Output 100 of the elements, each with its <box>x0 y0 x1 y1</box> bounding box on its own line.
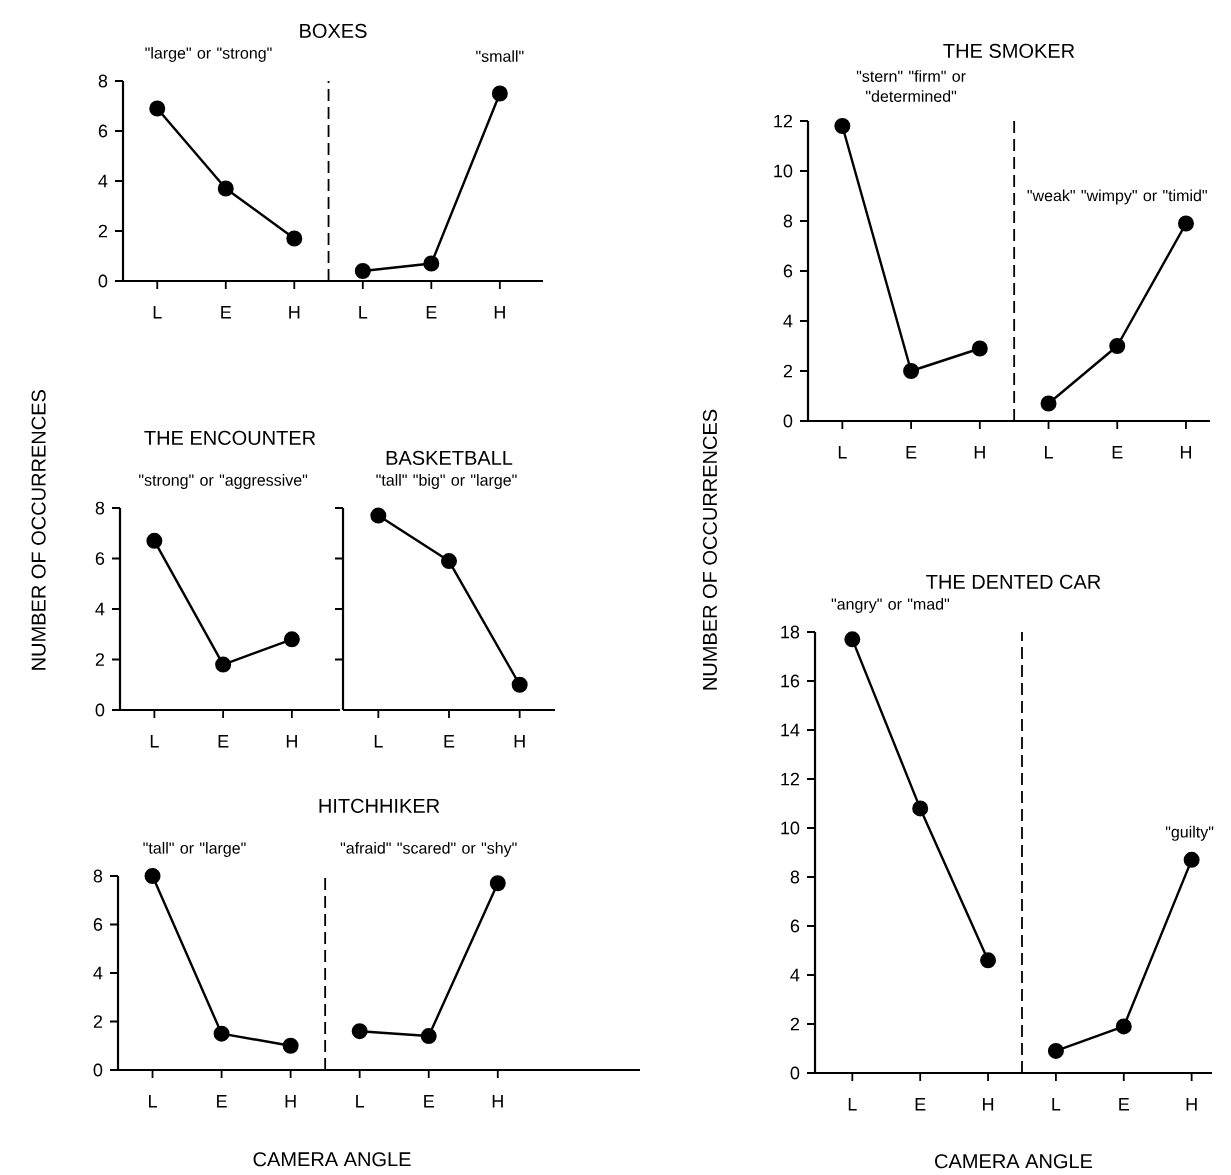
chart-title: THE DENTED CAR <box>926 574 1101 589</box>
text: "large" or "strong" <box>145 47 272 62</box>
point <box>489 875 506 892</box>
point <box>1040 395 1057 412</box>
point <box>215 656 232 673</box>
y-tick-label: 4 <box>790 968 800 982</box>
point <box>1047 1042 1064 1059</box>
point <box>420 1028 437 1045</box>
series-label: "afraid" "scared" or "shy" <box>340 842 517 857</box>
chart-title: BOXES <box>300 23 367 38</box>
chart-title: BASKETBALL <box>386 450 513 465</box>
x-tick-label: L <box>356 1095 365 1108</box>
point <box>834 117 851 134</box>
point <box>149 100 166 117</box>
y-tick-label: 12 <box>781 772 800 786</box>
x-tick-label: H <box>1186 1098 1197 1111</box>
point <box>354 263 371 279</box>
y-tick-label: 8 <box>783 214 793 228</box>
point <box>423 255 440 272</box>
x-tick-label: E <box>217 1095 227 1108</box>
y-tick-label: 0 <box>98 274 108 288</box>
x-tick-label: H <box>492 1095 503 1108</box>
x-tick-label: E <box>906 446 917 459</box>
y-tick-label: 2 <box>783 364 793 378</box>
series-label: "stern" "firm" or "determined" <box>856 70 966 102</box>
x-tick-label: E <box>424 1095 434 1108</box>
x-tick-label: L <box>149 1095 157 1108</box>
point <box>903 363 920 379</box>
series-label: "small" <box>476 50 524 62</box>
y-tick-label: 4 <box>93 966 103 980</box>
y-tick-label: 6 <box>790 919 800 933</box>
chart-title: HITCHHIKER <box>319 798 440 813</box>
point <box>213 1025 230 1042</box>
y-tick-label: 6 <box>98 124 108 138</box>
text: "strong" or "aggressive" <box>139 474 308 489</box>
point <box>971 340 988 357</box>
series-label: "guilty" <box>1165 825 1214 841</box>
y-tick-label: 2 <box>790 1017 800 1031</box>
y-tick-label: 0 <box>95 703 105 717</box>
y-tick-label: 4 <box>95 602 105 616</box>
x-tick-label: H <box>286 735 297 748</box>
y-tick-label: 8 <box>93 869 103 883</box>
y-tick-label: 18 <box>781 625 800 639</box>
point <box>491 85 508 102</box>
point <box>351 1023 368 1040</box>
x-tick-label: E <box>426 306 437 319</box>
x-tick-label: E <box>915 1098 926 1111</box>
y-tick-label: 14 <box>781 723 800 737</box>
x-axis-title: CAMERA ANGLE <box>253 1152 411 1167</box>
y-tick-label: 4 <box>98 174 108 188</box>
point <box>1115 1018 1132 1035</box>
series-label: "angry" or "mad" <box>831 598 950 613</box>
point <box>980 952 997 969</box>
x-tick-label: H <box>1180 446 1192 459</box>
y-tick-label: 0 <box>783 414 793 428</box>
x-tick-label: E <box>1112 446 1123 459</box>
point <box>1177 215 1194 232</box>
series-label: "tall" or "large" <box>143 842 246 857</box>
point <box>844 631 861 648</box>
y-axis-title: NUMBER OF OCCURRENCES <box>702 409 717 690</box>
x-tick-label: L <box>150 735 159 748</box>
point <box>912 800 929 817</box>
x-tick-label: L <box>359 306 368 319</box>
y-tick-label: 0 <box>93 1063 103 1077</box>
chart-title: THE SMOKER <box>943 43 1075 58</box>
y-tick-label: 12 <box>774 114 793 128</box>
point <box>286 230 303 247</box>
chart-title: THE ENCOUNTER <box>144 430 316 445</box>
x-tick-label: E <box>218 735 229 748</box>
y-tick-label: 6 <box>93 918 103 931</box>
y-tick-label: 4 <box>783 314 793 328</box>
x-tick-label: L <box>153 306 162 319</box>
x-tick-label: E <box>1119 1098 1130 1111</box>
y-tick-label: 8 <box>95 501 105 515</box>
x-tick-label: L <box>848 1098 857 1111</box>
x-tick-label: H <box>289 306 300 319</box>
y-tick-label: 0 <box>790 1066 800 1080</box>
x-tick-label: H <box>983 1098 994 1111</box>
point <box>1109 338 1126 354</box>
point <box>283 631 300 648</box>
y-tick-label: 16 <box>781 674 800 688</box>
y-tick-label: 6 <box>95 552 105 565</box>
x-tick-label: E <box>221 306 232 319</box>
x-tick-label: H <box>974 446 985 459</box>
y-tick-label: 2 <box>98 224 108 238</box>
y-tick-label: 2 <box>93 1015 103 1028</box>
series-label: "tall" "big" or "large" <box>376 474 517 489</box>
x-axis-title: CAMERA ANGLE <box>935 1154 1093 1169</box>
point <box>1183 851 1200 868</box>
x-tick-label: L <box>374 735 383 748</box>
y-axis-title: NUMBER OF OCCURRENCES <box>31 390 46 670</box>
y-tick-label: 6 <box>783 264 793 278</box>
point <box>282 1037 299 1054</box>
x-tick-label: H <box>285 1095 296 1108</box>
y-tick-label: 10 <box>774 164 793 178</box>
point <box>146 532 163 549</box>
x-tick-label: L <box>1045 446 1053 459</box>
x-tick-label: H <box>514 735 525 748</box>
x-tick-label: E <box>444 735 455 748</box>
point <box>217 180 234 197</box>
